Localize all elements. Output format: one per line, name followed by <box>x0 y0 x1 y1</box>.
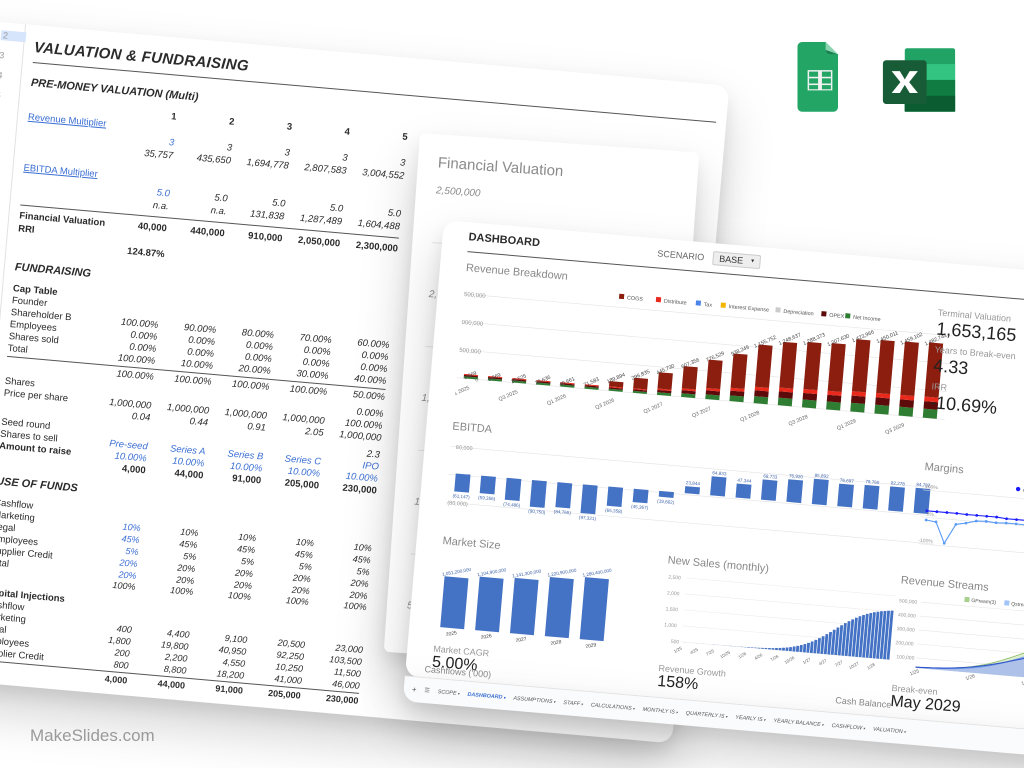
svg-text:47,344: 47,344 <box>737 477 752 483</box>
svg-text:23,844: 23,844 <box>685 480 700 486</box>
svg-text:(19,662): (19,662) <box>656 498 674 504</box>
svg-text:1/26: 1/26 <box>737 650 747 659</box>
svg-text:(65,358): (65,358) <box>604 507 622 513</box>
svg-text:500,000: 500,000 <box>898 598 917 606</box>
svg-text:(80,000): (80,000) <box>447 500 468 508</box>
svg-text:4/26: 4/26 <box>753 652 763 661</box>
svg-text:Q1 2026: Q1 2026 <box>546 393 567 407</box>
svg-text:300,000: 300,000 <box>896 626 915 634</box>
svg-text:Depreciation: Depreciation <box>783 309 814 318</box>
svg-text:Q3 2027: Q3 2027 <box>691 406 712 420</box>
svg-text:1,220,900,000: 1,220,900,000 <box>547 567 577 577</box>
svg-text:79,760: 79,760 <box>865 479 880 485</box>
svg-text:GPream(3): GPream(3) <box>971 598 996 606</box>
svg-text:2029: 2029 <box>584 642 596 650</box>
svg-text:(74,486): (74,486) <box>502 501 520 507</box>
svg-text:1/26: 1/26 <box>964 673 975 682</box>
svg-text:10/26: 10/26 <box>783 655 795 665</box>
svg-text:10/27: 10/27 <box>847 660 859 670</box>
svg-text:4/27: 4/27 <box>817 657 827 666</box>
svg-text:Q3 2026: Q3 2026 <box>594 397 615 411</box>
svg-text:Net Income: Net Income <box>852 315 880 323</box>
svg-text:1/27: 1/27 <box>801 656 811 665</box>
svg-text:1/27: 1/27 <box>1020 678 1024 687</box>
svg-text:7/25: 7/25 <box>705 648 715 657</box>
svg-text:Q1 2025: Q1 2025 <box>453 385 470 399</box>
svg-text:(90,750): (90,750) <box>528 508 546 514</box>
svg-text:(45,367): (45,367) <box>630 504 648 510</box>
svg-text:2028: 2028 <box>550 639 562 647</box>
svg-text:76,697: 76,697 <box>839 477 854 483</box>
svg-text:1,000: 1,000 <box>663 622 676 629</box>
svg-text:1,104,900,000: 1,104,900,000 <box>476 567 506 577</box>
svg-text:1/25: 1/25 <box>672 645 682 654</box>
svg-text:400,000: 400,000 <box>897 612 916 620</box>
svg-text:Q1 2029: Q1 2029 <box>836 418 857 432</box>
svg-text:Q1 2027: Q1 2027 <box>642 401 663 415</box>
svg-text:1,141,300,000: 1,141,300,000 <box>511 568 541 578</box>
svg-text:Qstream(2): Qstream(2) <box>1010 601 1024 609</box>
svg-text:Interest Expense: Interest Expense <box>728 304 769 313</box>
svg-text:Q3 2029: Q3 2029 <box>884 422 905 436</box>
svg-text:(84,765): (84,765) <box>553 509 571 515</box>
svg-text:(61,147): (61,147) <box>452 493 470 499</box>
svg-text:1/25: 1/25 <box>909 668 920 677</box>
svg-text:(97,321): (97,321) <box>578 515 596 521</box>
svg-text:10/25: 10/25 <box>719 649 731 659</box>
svg-text:500,000: 500,000 <box>458 348 481 356</box>
svg-text:Q3 2028: Q3 2028 <box>787 414 808 428</box>
svg-text:100%: 100% <box>924 484 938 491</box>
svg-text:2,500: 2,500 <box>668 574 681 581</box>
svg-text:7/26: 7/26 <box>769 653 779 662</box>
svg-text:COGS: COGS <box>626 295 643 302</box>
svg-text:64,833: 64,833 <box>712 470 727 476</box>
svg-text:Tax: Tax <box>703 302 712 309</box>
svg-text:68,733: 68,733 <box>763 473 778 479</box>
svg-text:85,892: 85,892 <box>814 473 829 479</box>
svg-text:OPEX: OPEX <box>828 313 844 320</box>
svg-text:76,920: 76,920 <box>788 473 803 479</box>
svg-text:-100%: -100% <box>918 537 933 544</box>
svg-text:100,000: 100,000 <box>896 654 915 662</box>
svg-text:1,051,200,000: 1,051,200,000 <box>441 567 471 577</box>
svg-text:2,000: 2,000 <box>666 590 679 597</box>
svg-text:2025: 2025 <box>445 630 457 638</box>
svg-text:Q3 2025: Q3 2025 <box>497 389 518 403</box>
svg-text:7/27: 7/27 <box>833 659 843 668</box>
svg-text:2027: 2027 <box>515 636 527 644</box>
svg-text:2026: 2026 <box>480 633 492 641</box>
svg-text:200,000: 200,000 <box>895 640 914 648</box>
svg-text:Distribute: Distribute <box>663 298 686 306</box>
svg-text:4/25: 4/25 <box>689 646 699 655</box>
svg-text:1,500,000: 1,500,000 <box>458 291 486 299</box>
svg-text:80,000: 80,000 <box>455 445 472 452</box>
svg-text:Q1 2028: Q1 2028 <box>739 410 760 424</box>
svg-text:1,280,400,000: 1,280,400,000 <box>582 567 612 577</box>
svg-text:(59,356): (59,356) <box>477 495 495 501</box>
svg-text:1,000,000: 1,000,000 <box>456 319 484 327</box>
svg-text:1,500: 1,500 <box>665 606 678 613</box>
svg-text:500: 500 <box>670 639 679 646</box>
